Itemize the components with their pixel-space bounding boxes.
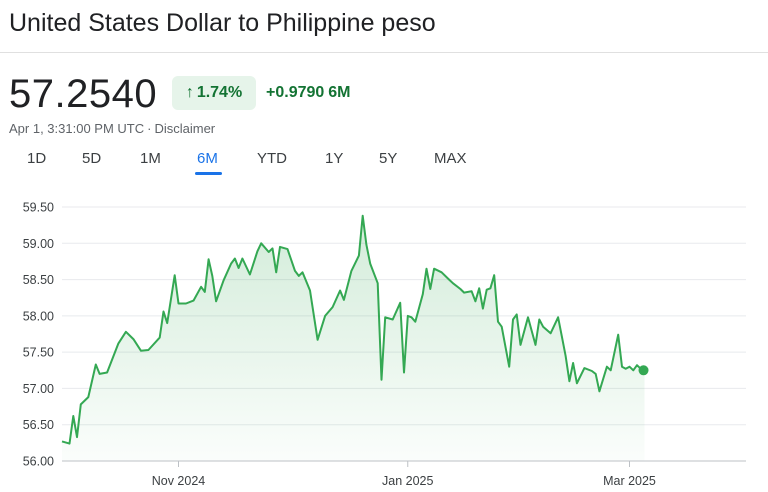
change-period: 6M — [328, 84, 351, 101]
header-divider — [0, 52, 768, 53]
y-tick-label: 59.00 — [23, 237, 54, 251]
tab-1m[interactable]: 1M — [140, 150, 161, 167]
x-tick-label: Nov 2024 — [152, 474, 206, 488]
tab-max[interactable]: MAX — [434, 150, 467, 167]
y-tick-label: 56.00 — [23, 455, 54, 469]
active-tab-indicator — [195, 172, 222, 175]
change-value: +0.9790 — [266, 84, 325, 101]
current-point-marker — [638, 365, 649, 376]
exchange-rate-chart[interactable]: 59.50 59.00 58.50 58.00 57.50 57.00 56.50 56.00… — [0, 190, 768, 492]
meta-separator: · — [147, 121, 152, 136]
tab-5y[interactable]: 5Y — [379, 150, 398, 167]
timestamp: Apr 1, 3:31:00 PM UTC — [9, 121, 145, 136]
change-summary: +0.9790 6M — [266, 84, 351, 102]
price-line — [61, 214, 645, 445]
y-tick-label: 57.00 — [23, 382, 54, 396]
tab-1y[interactable]: 1Y — [325, 150, 344, 167]
arrow-up-icon: ↑ — [185, 84, 194, 101]
tab-6m[interactable]: 6M — [197, 150, 218, 167]
x-tick-label: Mar 2025 — [603, 474, 656, 488]
tab-5d[interactable]: 5D — [82, 150, 102, 167]
y-tick-label: 57.50 — [23, 346, 54, 360]
disclaimer-link[interactable]: Disclaimer — [154, 121, 216, 136]
y-tick-label: 56.50 — [23, 418, 54, 432]
y-tick-label: 58.50 — [23, 273, 54, 287]
range-tabs: 1D 5D 1M 6M YTD 1Y 5Y MAX — [0, 150, 500, 176]
price-area — [62, 215, 645, 461]
y-tick-label: 59.50 — [23, 201, 54, 215]
quote-meta: Apr 1, 3:31:00 PM UTC · Disclaimer — [9, 121, 215, 136]
current-price: 57.2540 — [9, 72, 158, 116]
tab-1d[interactable]: 1D — [27, 150, 47, 167]
change-percent-value: 1.74% — [196, 84, 243, 101]
tab-ytd[interactable]: YTD — [257, 150, 287, 167]
page-title: United States Dollar to Philippine peso — [9, 9, 436, 37]
y-tick-label: 58.00 — [23, 309, 54, 323]
x-tick-label: Jan 2025 — [382, 474, 433, 488]
change-percent-badge: ↑ 1.74% — [172, 76, 256, 110]
